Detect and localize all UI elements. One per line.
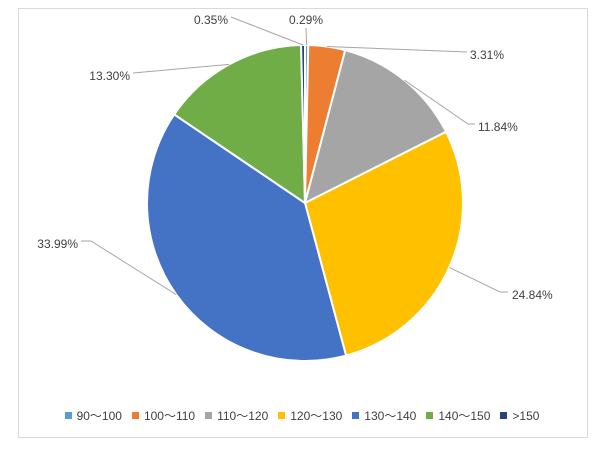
legend-item-2: 100～110 — [131, 407, 196, 424]
leader-line-6 — [132, 63, 230, 74]
legend-item-7: >150 — [500, 409, 539, 423]
legend-item-3: 110～120 — [205, 407, 268, 424]
data-label-5: 33.99% — [37, 237, 78, 251]
pie-slice-5 — [146, 113, 348, 362]
legend-label: 120～130 — [290, 409, 343, 423]
legend-label: 110～120 — [217, 409, 269, 423]
data-label-2: 3.31% — [470, 48, 504, 62]
leader-line-4 — [449, 267, 508, 293]
legend-item-5: 130～140 — [352, 407, 416, 424]
legend-swatch — [500, 412, 508, 419]
legend-label: 100～110 — [143, 409, 196, 423]
leader-line-2 — [326, 46, 468, 53]
pie-slice-6 — [172, 44, 307, 205]
legend-label: >150 — [512, 408, 540, 423]
legend-swatch — [426, 412, 434, 419]
data-label-3: 11.84% — [478, 120, 518, 134]
legend-label: 130～140 — [364, 409, 417, 423]
legend-swatch — [278, 412, 286, 419]
legend-item-6: 140～150 — [426, 407, 490, 424]
data-label-6: 13.30% — [89, 69, 130, 83]
legend-swatch — [205, 412, 213, 419]
legend-swatch — [131, 412, 139, 419]
legend: 90～100 100～110 110～120 120～130 130～140 140～15… — [0, 407, 604, 424]
pie-slice-3 — [303, 48, 448, 205]
legend-label: 140～150 — [438, 409, 491, 423]
leader-line-3 — [404, 79, 475, 125]
pie-slice-4 — [303, 130, 464, 357]
legend-label: 90～100 — [76, 409, 122, 423]
legend-item-1: 90～100 — [64, 407, 122, 424]
data-label-7: 0.35% — [194, 13, 228, 27]
legend-swatch — [64, 412, 72, 419]
leader-line-5 — [81, 240, 177, 296]
leader-line-7 — [230, 16, 304, 46]
legend-item-4: 120～130 — [278, 407, 342, 424]
data-label-1: 0.29% — [289, 13, 323, 27]
data-label-4: 24.84% — [512, 288, 553, 302]
legend-swatch — [352, 412, 360, 419]
leader-line-1 — [305, 27, 308, 46]
